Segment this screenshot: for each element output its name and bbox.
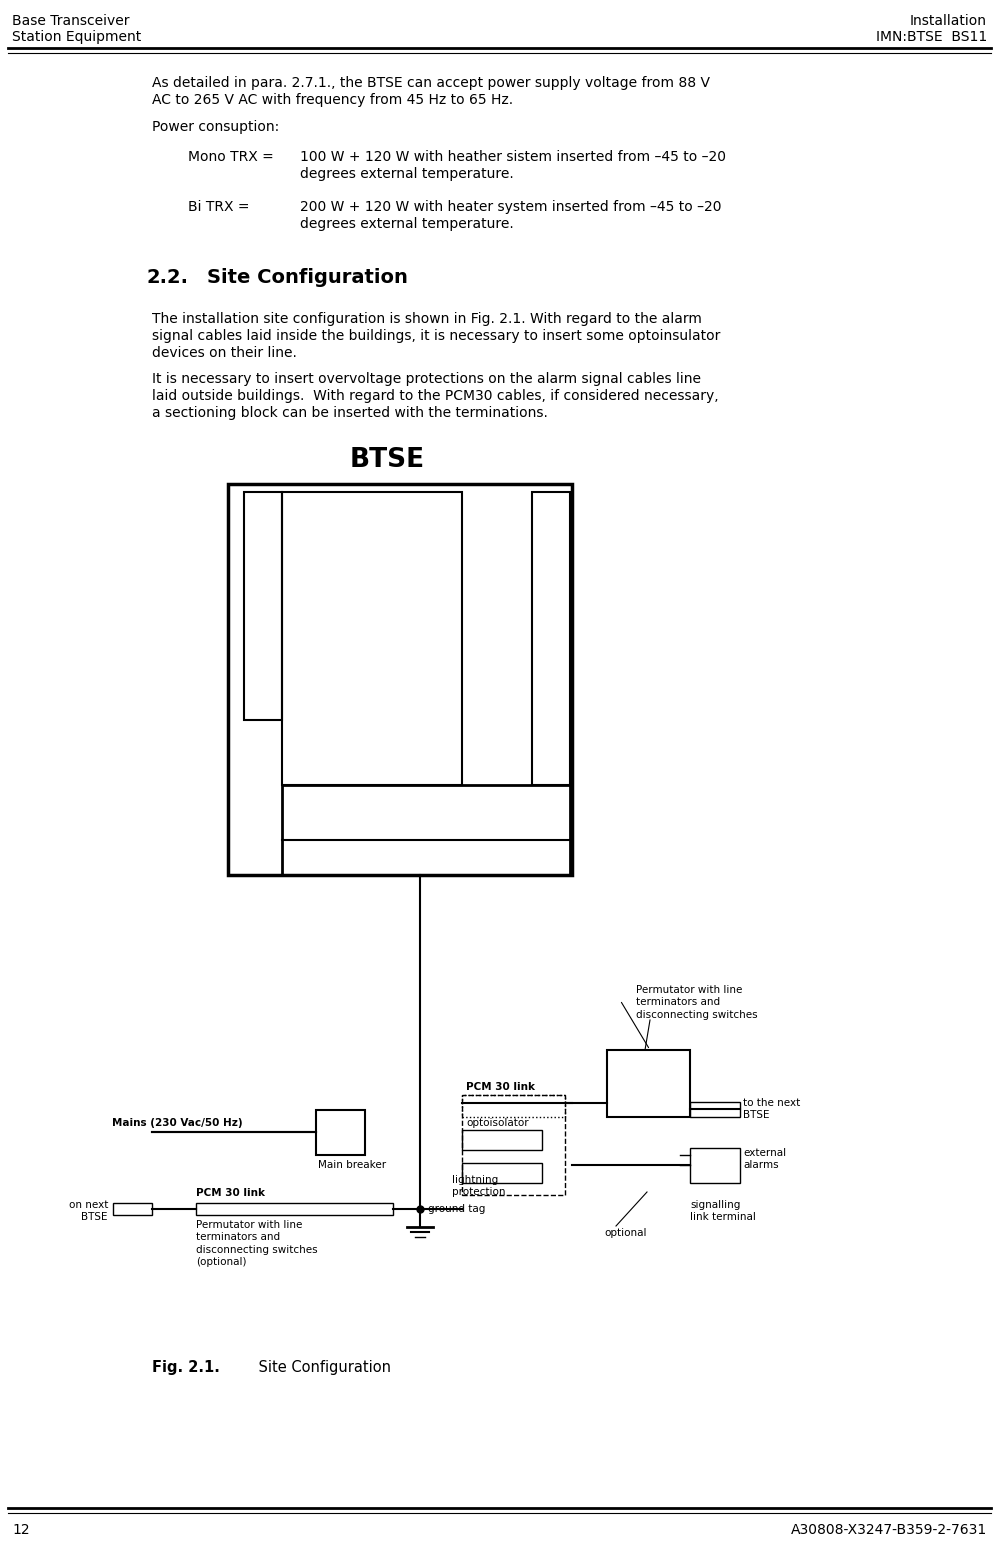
Bar (196, 1204, 393, 1214)
Bar (532, 492, 570, 784)
Text: Mains (230 Vac/50 Hz): Mains (230 Vac/50 Hz) (112, 1118, 243, 1128)
Text: Station Equipment: Station Equipment (12, 29, 141, 43)
Text: ground tag: ground tag (428, 1204, 486, 1214)
Bar (316, 1111, 365, 1156)
Text: BTSE: BTSE (350, 447, 426, 473)
Text: PCM 30 link: PCM 30 link (196, 1188, 265, 1197)
Text: Permutator with line
terminators and
disconnecting switches
(optional): Permutator with line terminators and dis… (196, 1221, 318, 1267)
Text: Site Configuration: Site Configuration (207, 268, 408, 288)
Bar (462, 1163, 542, 1183)
Text: As detailed in para. 2.7.1., the BTSE can accept power supply voltage from 88 V: As detailed in para. 2.7.1., the BTSE ca… (152, 76, 710, 90)
Bar (244, 492, 282, 719)
Text: Fig. 2.1.: Fig. 2.1. (152, 1360, 220, 1375)
Text: on next
BTSE: on next BTSE (69, 1200, 108, 1222)
Text: signalling
link terminal: signalling link terminal (690, 1200, 756, 1222)
Text: IMN:BTSE  BS11: IMN:BTSE BS11 (876, 29, 987, 43)
Text: devices on their line.: devices on their line. (152, 347, 297, 360)
Text: Base Transceiver: Base Transceiver (12, 14, 130, 28)
Text: external
alarms: external alarms (743, 1148, 786, 1171)
Text: The installation site configuration is shown in Fig. 2.1. With regard to the ala: The installation site configuration is s… (152, 312, 702, 326)
Text: Power consuption:: Power consuption: (152, 121, 280, 135)
Bar (282, 492, 462, 784)
Bar (282, 784, 570, 876)
Text: A30808-X3247-B359-2-7631: A30808-X3247-B359-2-7631 (791, 1522, 987, 1538)
Bar (462, 1095, 565, 1117)
Bar (690, 1148, 740, 1183)
Text: Mono TRX =: Mono TRX = (188, 150, 274, 164)
Text: 12: 12 (12, 1522, 30, 1538)
Text: Permutator with line
terminators and
disconnecting switches: Permutator with line terminators and dis… (636, 985, 757, 1019)
Text: 100 W + 120 W with heather sistem inserted from –45 to –20: 100 W + 120 W with heather sistem insert… (300, 150, 726, 164)
Text: PCM 30 link: PCM 30 link (466, 1081, 535, 1092)
Text: It is necessary to insert overvoltage protections on the alarm signal cables lin: It is necessary to insert overvoltage pr… (152, 371, 701, 387)
Text: laid outside buildings.  With regard to the PCM30 cables, if considered necessar: laid outside buildings. With regard to t… (152, 388, 718, 404)
Text: Site Configuration: Site Configuration (240, 1360, 391, 1375)
Text: Bi TRX =: Bi TRX = (188, 200, 250, 213)
Text: optional: optional (604, 1228, 646, 1238)
Bar (228, 484, 572, 876)
Text: optoisolator: optoisolator (466, 1118, 528, 1128)
Text: 200 W + 120 W with heater system inserted from –45 to –20: 200 W + 120 W with heater system inserte… (300, 200, 721, 213)
Text: Installation: Installation (910, 14, 987, 28)
Text: degrees external temperature.: degrees external temperature. (300, 167, 513, 181)
Text: 2.2.: 2.2. (147, 268, 189, 288)
Text: AC to 265 V AC with frequency from 45 Hz to 65 Hz.: AC to 265 V AC with frequency from 45 Hz… (152, 93, 513, 107)
Text: lightning
protection: lightning protection (452, 1176, 505, 1197)
Text: signal cables laid inside the buildings, it is necessary to insert some optoinsu: signal cables laid inside the buildings,… (152, 330, 720, 343)
Text: to the next
BTSE: to the next BTSE (743, 1098, 800, 1120)
Bar (462, 1095, 565, 1194)
Bar (690, 1101, 740, 1117)
Bar (607, 1050, 690, 1117)
Text: degrees external temperature.: degrees external temperature. (300, 217, 513, 231)
Text: Main breaker: Main breaker (318, 1160, 387, 1170)
Bar (113, 1204, 152, 1214)
Bar (462, 1129, 542, 1149)
Text: a sectioning block can be inserted with the terminations.: a sectioning block can be inserted with … (152, 405, 547, 419)
